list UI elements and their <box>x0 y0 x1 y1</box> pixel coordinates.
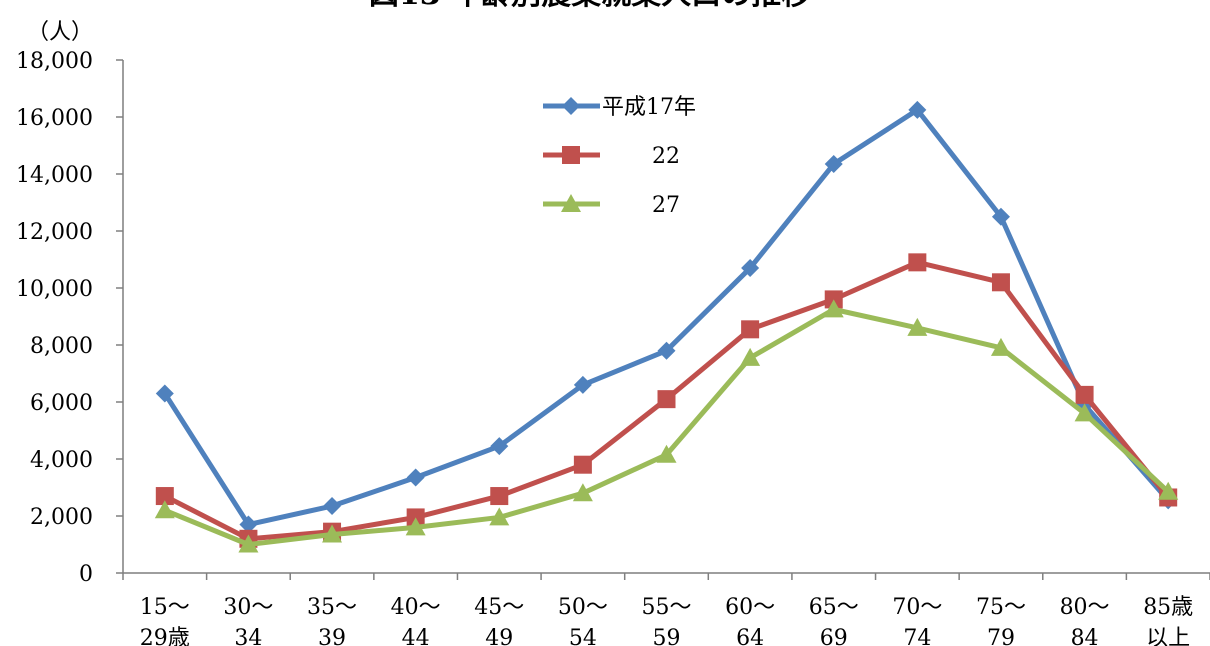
legend-item-1: 平成17年 <box>543 95 696 120</box>
data-point <box>489 507 510 526</box>
legend-label: 22 <box>652 144 680 169</box>
x-tick-label: 30～ <box>223 595 273 620</box>
x-tick-label: 以上 <box>1146 626 1190 646</box>
data-point <box>322 524 343 543</box>
x-tick-label: 55～ <box>642 595 692 620</box>
legend-item-2: 22 <box>543 144 680 169</box>
data-point <box>154 500 175 519</box>
data-point <box>657 341 676 360</box>
y-axis-unit-label: （人） <box>27 20 93 45</box>
x-tick-label: 60～ <box>725 595 775 620</box>
data-point <box>740 347 761 366</box>
data-point <box>1074 403 1095 422</box>
data-point <box>323 497 342 516</box>
legend-label: 平成17年 <box>602 95 696 120</box>
x-tick-label: 65～ <box>809 595 859 620</box>
y-tick-label: 2,000 <box>30 505 93 530</box>
y-tick-label: 12,000 <box>16 220 93 245</box>
x-tick-label: 80～ <box>1060 595 1110 620</box>
data-point <box>155 384 174 403</box>
legend-label: 27 <box>652 193 680 218</box>
x-tick-label: 29歳 <box>140 626 190 646</box>
data-point <box>824 155 843 174</box>
x-tick-label: 84 <box>1071 626 1099 646</box>
data-point <box>741 320 760 339</box>
y-tick-label: 16,000 <box>16 106 93 131</box>
axes <box>122 60 1210 574</box>
data-point <box>238 534 259 553</box>
x-tick-label: 35～ <box>307 595 357 620</box>
x-axis-ticks: 15～ 29歳 30～ 34 35～ 39 40～ 44 45～ 49 50～ 54 55～ 59 60～ 6… <box>122 573 1210 646</box>
data-point <box>657 390 676 409</box>
series-3 <box>154 299 1179 553</box>
legend-marker <box>561 194 581 212</box>
data-point <box>741 259 760 278</box>
data-point <box>155 487 174 506</box>
legend-marker <box>562 146 580 164</box>
data-point <box>490 437 509 456</box>
data-point <box>908 253 927 272</box>
y-tick-label: 18,000 <box>16 49 93 74</box>
legend-item-3: 27 <box>543 193 680 218</box>
data-point <box>991 207 1010 226</box>
x-tick-label: 49 <box>485 626 513 646</box>
x-tick-label: 70～ <box>892 595 942 620</box>
x-tick-label: 85歳 <box>1143 595 1193 620</box>
x-tick-label: 74 <box>903 626 931 646</box>
x-tick-label: 79 <box>987 626 1015 646</box>
y-tick-label: 4,000 <box>30 448 93 473</box>
data-point <box>572 483 593 502</box>
y-axis-ticks: 0 2,000 4,000 6,000 8,000 10,000 12,000 14,000 1… <box>16 49 123 587</box>
x-tick-label: 64 <box>736 626 764 646</box>
x-tick-label: 59 <box>653 626 681 646</box>
x-tick-label: 69 <box>820 626 848 646</box>
data-point <box>656 444 677 463</box>
legend: 平成17年 22 27 <box>543 95 696 218</box>
series-2 <box>155 253 1178 548</box>
x-tick-label: 50～ <box>558 595 608 620</box>
y-tick-label: 14,000 <box>16 163 93 188</box>
data-point <box>406 468 425 487</box>
data-point <box>990 337 1011 356</box>
x-tick-label: 54 <box>569 626 597 646</box>
x-tick-label: 39 <box>318 626 346 646</box>
x-tick-label: 40～ <box>391 595 441 620</box>
data-point <box>1158 481 1179 500</box>
data-point <box>405 517 426 536</box>
data-point <box>823 299 844 318</box>
data-point <box>490 487 509 506</box>
y-tick-label: 10,000 <box>16 277 93 302</box>
y-tick-label: 8,000 <box>30 334 93 359</box>
chart-title: 図13 年齢別農業就業人口の推移 <box>369 0 811 12</box>
x-tick-label: 44 <box>402 626 430 646</box>
data-point <box>908 100 927 119</box>
data-point <box>239 515 258 534</box>
data-point <box>907 317 928 336</box>
series-layer <box>154 100 1179 553</box>
data-point <box>991 273 1010 292</box>
y-tick-label: 6,000 <box>30 391 93 416</box>
y-tick-label: 0 <box>79 562 93 587</box>
x-tick-label: 75～ <box>976 595 1026 620</box>
data-point <box>1075 385 1094 404</box>
x-tick-label: 45～ <box>474 595 524 620</box>
data-point <box>573 455 592 474</box>
x-tick-label: 34 <box>234 626 262 646</box>
legend-marker <box>562 97 580 115</box>
data-point <box>573 375 592 394</box>
x-tick-label: 15～ <box>140 595 190 620</box>
